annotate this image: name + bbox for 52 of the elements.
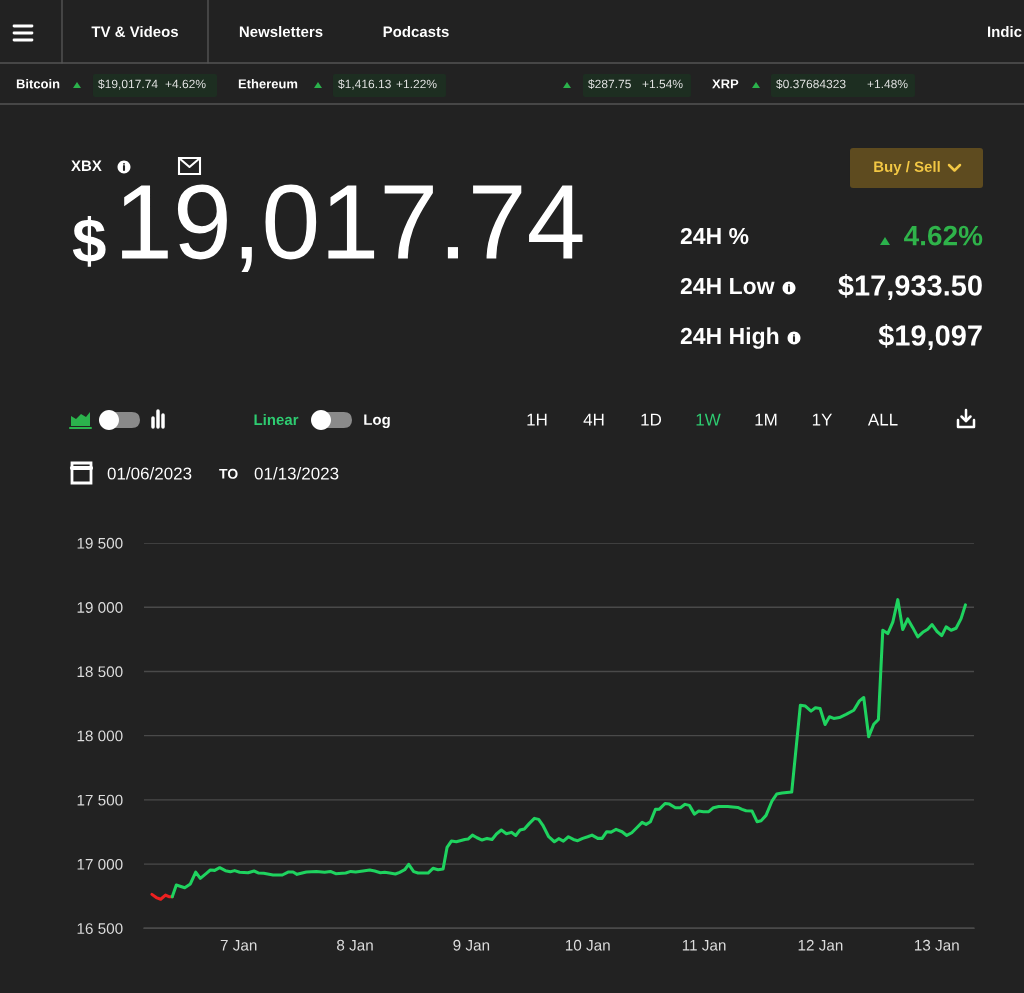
text: TO	[219, 468, 238, 479]
x-tick-label: 10 Jan	[565, 939, 610, 951]
y-tick-label: 18 000	[77, 730, 123, 742]
y-tick-label: 17 000	[77, 858, 123, 870]
text: $17,933.50	[838, 273, 982, 300]
x-tick-label: 12 Jan	[798, 939, 843, 951]
text: 24H %	[680, 227, 749, 245]
text: XRP	[712, 79, 739, 89]
text: 1W	[696, 413, 721, 426]
text: 1D	[641, 413, 662, 426]
x-tick-label: 7 Jan	[220, 939, 257, 951]
text: Newsletters	[239, 26, 323, 38]
y-tick-label: 17 500	[77, 794, 123, 806]
text: +1.22%	[396, 79, 437, 89]
line-series	[170, 598, 967, 899]
text: Buy / Sell	[874, 161, 940, 175]
text: XBX	[71, 160, 102, 171]
text: ALL	[867, 413, 898, 426]
text: TV & Videos	[91, 26, 179, 38]
text: Podcasts	[383, 26, 449, 38]
text: +1.54%	[642, 79, 683, 89]
text: 1H	[527, 413, 547, 426]
x-tick-label: 8 Jan	[337, 939, 373, 951]
text: +1.48%	[867, 79, 908, 89]
x-tick-label: 13 Jan	[914, 939, 959, 951]
text: $19,017.74	[98, 79, 158, 90]
y-tick-label: 19 000	[77, 602, 123, 613]
text: Bitcoin	[16, 78, 60, 89]
text: 4H	[583, 413, 604, 426]
text: 24H Low	[680, 277, 775, 295]
x-tick-label: 11 Jan	[682, 939, 726, 951]
text: Log	[364, 414, 390, 428]
text: Indic	[988, 26, 1022, 38]
text: +4.62%	[165, 79, 206, 89]
text: 01/13/2023	[254, 467, 339, 480]
text: 19,017.74	[122, 184, 583, 272]
text: $1,416.13	[338, 79, 391, 90]
x-tick-label: 9 Jan	[453, 939, 490, 951]
text: 1Y	[812, 413, 833, 426]
text: $287.75	[588, 79, 631, 89]
y-tick-label: 19 500	[77, 537, 123, 549]
text: $0.37684323	[776, 79, 846, 89]
text: 24H High	[680, 327, 779, 349]
y-tick-label: 16 500	[77, 923, 123, 934]
text: $19,097	[878, 323, 982, 350]
y-tick-label: 18 500	[77, 666, 123, 678]
text: 1M	[755, 413, 777, 426]
text: Linear	[254, 414, 299, 426]
text: $	[72, 216, 106, 267]
text: 4.62%	[904, 225, 983, 246]
text: Ethereum	[238, 78, 298, 89]
text: 01/06/2023	[107, 467, 192, 480]
